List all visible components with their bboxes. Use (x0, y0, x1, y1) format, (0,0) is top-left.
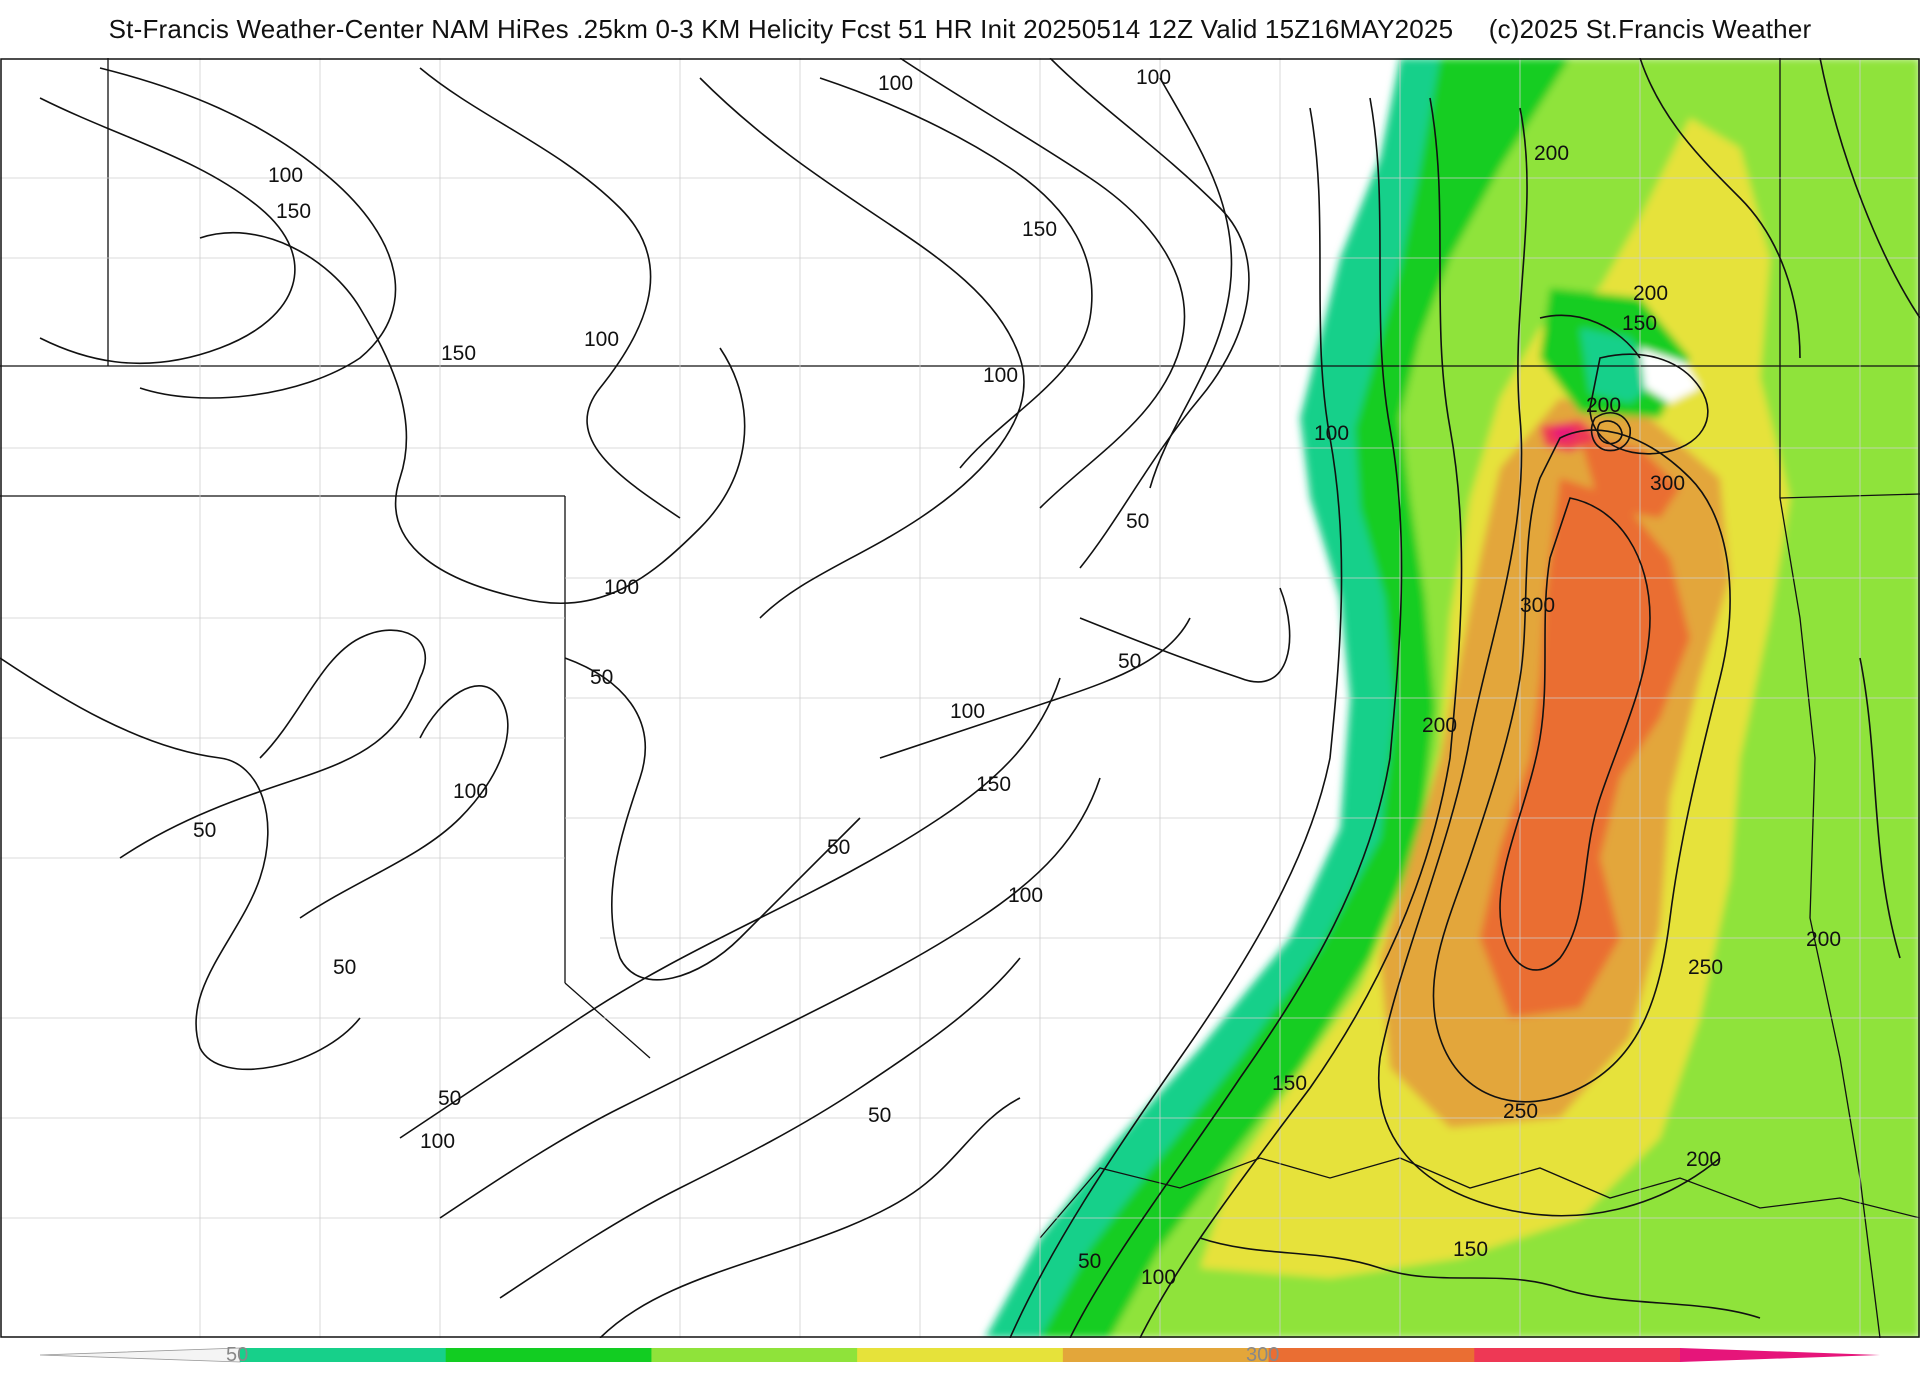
colorbar-segment (1062, 1348, 1270, 1362)
chart-title: St-Francis Weather-Center NAM HiRes .25k… (0, 14, 1920, 45)
contour-label: 300 (1650, 472, 1685, 495)
contour-label: 100 (1008, 884, 1043, 907)
contour-label: 100 (1314, 422, 1349, 445)
contour-label: 200 (1422, 714, 1457, 737)
colorbar-segment (1474, 1348, 1681, 1362)
helicity-contours (0, 58, 1920, 1338)
contour-label: 200 (1686, 1148, 1721, 1171)
colorbar-segments (39, 1347, 1880, 1363)
contour-label: 200 (1633, 282, 1668, 305)
contour-label: 50 (333, 956, 356, 979)
contour-label: 50 (1118, 650, 1141, 673)
contour-label: 100 (604, 576, 639, 599)
fill-notch-white (1640, 348, 1700, 403)
colorbar-segment (857, 1348, 1064, 1362)
map-frame (0, 58, 1920, 1338)
contour-label: 300 (1520, 594, 1555, 617)
title-main: St-Francis Weather-Center NAM HiRes .25k… (108, 14, 1454, 44)
fill-band-300 (1480, 478, 1690, 1018)
contour-label: 50 (1078, 1250, 1101, 1273)
contour-label: 100 (453, 780, 488, 803)
contour-label: 150 (1272, 1072, 1307, 1095)
contour-label: 150 (441, 342, 476, 365)
contour-label: 150 (276, 200, 311, 223)
contour-label: 100 (584, 328, 619, 351)
contour-label: 100 (983, 364, 1018, 387)
colorbar-extend-high (1680, 1348, 1880, 1362)
colorbar-segment (445, 1348, 652, 1362)
contour-label: 100 (878, 72, 913, 95)
contour-label: 50 (590, 666, 613, 689)
contour-label: 250 (1503, 1100, 1538, 1123)
colorbar-tick-label: 300 (1246, 1344, 1280, 1366)
contour-label: 50 (868, 1104, 891, 1127)
contour-label: 50 (438, 1087, 461, 1110)
contour-label: 100 (1141, 1266, 1176, 1289)
contour-label: 150 (1622, 312, 1657, 335)
colorbar-extend-low (39, 1347, 241, 1363)
contour-label: 250 (1688, 956, 1723, 979)
title-copyright: (c)2025 St.Francis Weather (1488, 14, 1812, 44)
helicity-map[interactable]: 100 100 100 150 150 150 100 100 100 50 1… (0, 58, 1920, 1338)
fill-band-300-north (1580, 438, 1680, 518)
contour-label: 100 (950, 700, 985, 723)
contour-label: 150 (976, 773, 1011, 796)
contour-labels: 100 100 100 150 150 150 100 100 100 50 1… (193, 66, 1841, 1289)
contour-label: 50 (1126, 510, 1149, 533)
colorbar-segment (1268, 1348, 1475, 1362)
contour-label: 100 (420, 1130, 455, 1153)
contour-label: 150 (1022, 218, 1057, 241)
fill-band-400 (1552, 426, 1576, 441)
colorbar-tick-label: 50 (226, 1344, 249, 1366)
contour-label: 150 (1453, 1238, 1488, 1261)
contour-label: 50 (193, 819, 216, 842)
colorbar (39, 1347, 1880, 1363)
contour-label: 50 (827, 836, 850, 859)
colorbar-segment (651, 1348, 858, 1362)
contour-label: 100 (1136, 66, 1171, 89)
contour-label: 200 (1586, 394, 1621, 417)
contour-label: 200 (1806, 928, 1841, 951)
colorbar-segment (240, 1348, 447, 1362)
contour-label: 100 (268, 164, 303, 187)
contour-label: 200 (1534, 142, 1569, 165)
